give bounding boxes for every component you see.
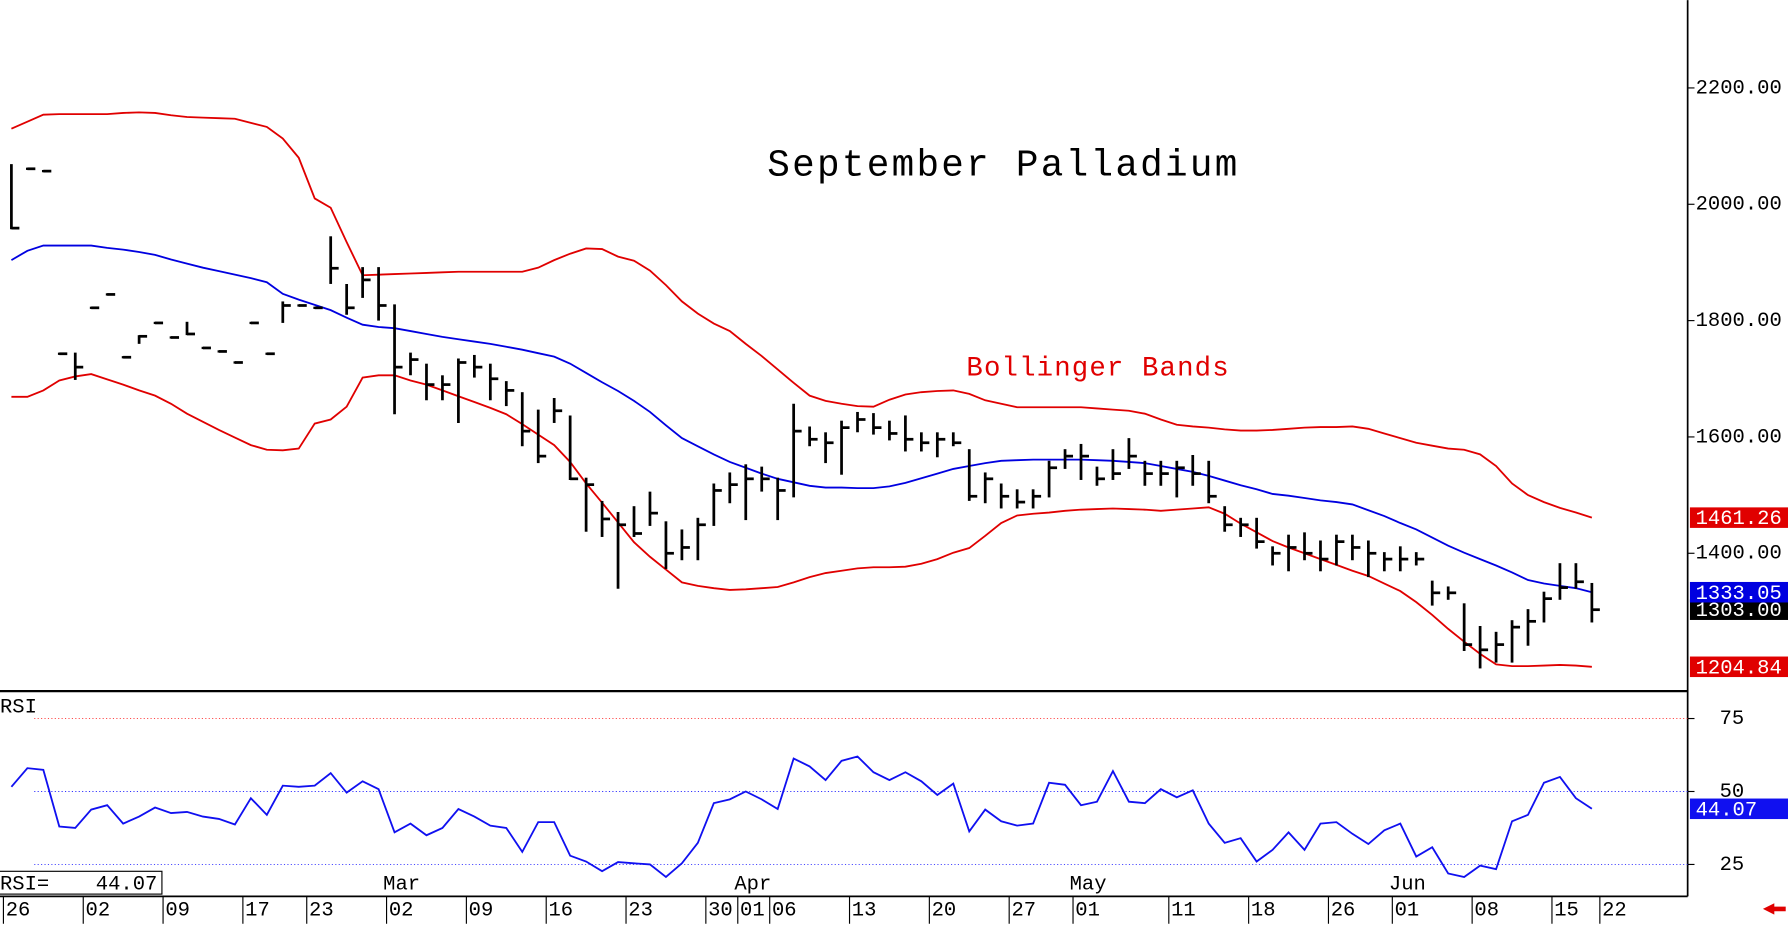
y-tick-label: 1600.00 [1696,426,1782,449]
x-tick-label: 02 [86,899,111,922]
x-tick-label: 30 [708,899,733,922]
last-value-label: 1204.84 [1696,657,1782,680]
month-label: Mar [383,873,420,896]
scroll-arrow[interactable] [1762,903,1786,915]
x-tick-label: 23 [309,899,334,922]
last-value-box [1689,599,1788,620]
x-tick-label: 18 [1251,899,1276,922]
x-tick-label: 20 [932,899,957,922]
rsi-readout-box [0,870,163,895]
x-tick-label: 15 [1554,899,1579,922]
month-label: Apr [734,873,771,896]
x-tick-label: 09 [165,899,190,922]
rsi-line [10,755,1593,879]
x-tick-label: 26 [1331,899,1356,922]
bollinger-band [11,111,1593,519]
x-tick-label: 17 [245,899,270,922]
y-tick-label: 2000.00 [1696,194,1782,217]
y-tick-label: 75 [1720,708,1745,731]
x-tick-label: 23 [628,899,653,922]
last-value-label: 1461.26 [1696,508,1782,531]
y-tick-label: 2200.00 [1696,77,1782,100]
last-value-label: 1333.05 [1696,583,1782,606]
y-tick-label: 25 [1720,854,1745,877]
month-label: May [1070,873,1107,896]
chart-title: September Palladium [767,145,1239,187]
y-tick-label: 1800.00 [1696,310,1782,333]
y-tick-label: 50 [1720,781,1745,804]
bollinger-band [11,373,1592,668]
x-tick-label: 01 [1395,899,1420,922]
last-value-label: 1303.00 [1696,600,1782,623]
bollinger-band [10,244,1593,594]
x-tick-label: 27 [1011,899,1036,922]
month-label: Jun [1389,873,1426,896]
last-value-box [1689,656,1788,678]
rsi-panel-label: RSI [0,697,37,720]
x-tick-label: 13 [852,899,877,922]
x-tick-label: 09 [469,899,494,922]
x-tick-label: 16 [548,899,573,922]
last-value-box [1689,581,1788,603]
last-value-box [1689,507,1788,528]
x-tick-label: 01 [1075,899,1100,922]
rsi-readout-value: 44.07 [96,873,158,896]
x-tick-label: 26 [6,899,31,922]
last-value-box [1689,798,1788,820]
x-tick-label: 02 [389,899,414,922]
x-tick-label: 08 [1474,899,1499,922]
x-tick-label: 11 [1171,899,1196,922]
y-tick-label: 1400.00 [1696,543,1782,566]
last-value-label: 44.07 [1696,799,1758,822]
x-tick-label: 22 [1602,899,1627,922]
x-tick-label: 06 [772,899,797,922]
x-tick-label: 01 [740,899,765,922]
rsi-readout-label: RSI= [0,873,49,896]
annotation: Bollinger Bands [966,354,1229,385]
